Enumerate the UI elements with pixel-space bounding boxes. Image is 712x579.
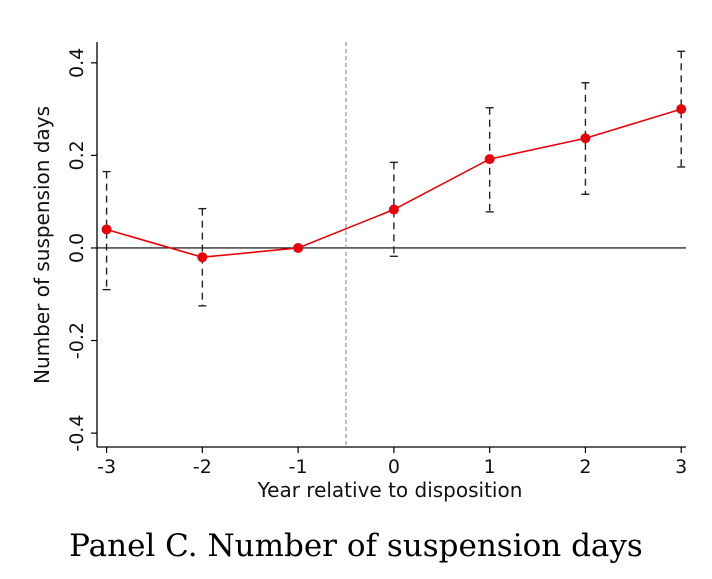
- data-point: [197, 252, 208, 263]
- y-tick-label: -0.2: [66, 322, 88, 359]
- x-axis-title: Year relative to disposition: [257, 478, 523, 502]
- y-tick-label: -0.4: [66, 415, 88, 452]
- x-tick-label: -1: [289, 456, 308, 478]
- y-tick-label: 0.2: [66, 140, 88, 170]
- data-point: [676, 104, 687, 115]
- y-tick-label: 0.4: [66, 48, 88, 78]
- data-point: [580, 133, 591, 144]
- x-tick-label: 3: [675, 456, 687, 478]
- x-tick-label: 1: [484, 456, 496, 478]
- ticks: -3 -2 -1 0 1 2 3 -0.4 -0.2 0.0 0.2 0.4: [66, 48, 687, 478]
- data-point: [484, 154, 495, 165]
- data-point: [388, 204, 399, 215]
- x-tick-label: 0: [388, 456, 400, 478]
- x-tick-label: -3: [97, 456, 116, 478]
- x-tick-label: 2: [579, 456, 591, 478]
- axes: [96, 42, 686, 448]
- y-axis-title: Number of suspension days: [30, 106, 54, 384]
- panel-caption: Panel C. Number of suspension days: [69, 528, 643, 564]
- reference-lines: [97, 42, 686, 447]
- chart: -3 -2 -1 0 1 2 3 -0.4 -0.2 0.0 0.2 0.4 Year relativ…: [30, 42, 687, 502]
- y-tick-label: 0.0: [66, 233, 88, 263]
- confidence-intervals: [102, 50, 686, 307]
- x-tick-label: -2: [193, 456, 212, 478]
- data-points: [101, 104, 687, 263]
- data-point: [293, 242, 304, 253]
- data-point: [101, 224, 112, 235]
